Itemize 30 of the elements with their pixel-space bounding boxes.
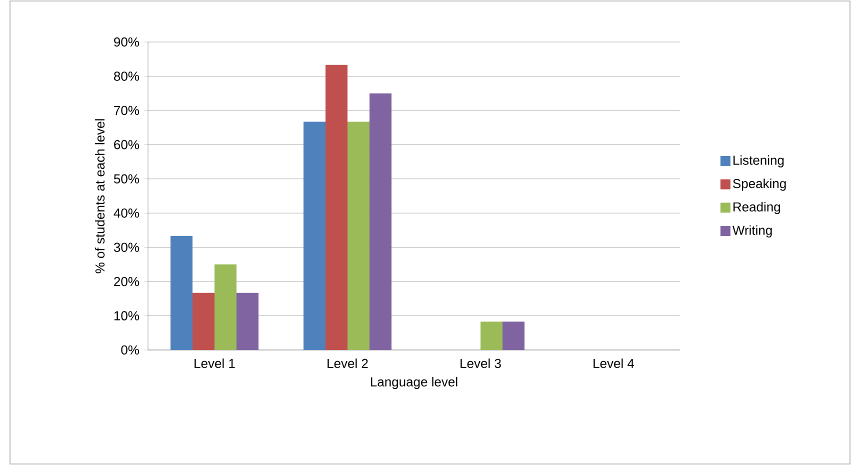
x-tick-label: Level 2 <box>328 358 368 368</box>
y-tick-label: 10% <box>114 311 140 320</box>
bar <box>192 292 215 350</box>
x-tick-label: Level 4 <box>594 358 634 368</box>
legend-label: Listening <box>733 155 784 168</box>
y-tick-label: 50% <box>114 174 140 184</box>
y-tick-label: 40% <box>114 208 140 218</box>
y-tick-label: 30% <box>114 242 140 252</box>
x-tick-label: Level 1 <box>194 358 235 368</box>
bar <box>304 122 326 350</box>
x-tick-label: Level 3 <box>460 358 501 368</box>
legend-label: Speaking <box>733 178 786 191</box>
x-axis-title: Language level <box>370 376 458 390</box>
legend-label: Writing <box>732 225 772 238</box>
bar <box>236 292 259 350</box>
y-tick-label: 20% <box>114 276 140 286</box>
bar <box>214 264 237 350</box>
legend-label: Reading <box>733 202 780 214</box>
y-tick-label: 0% <box>121 345 140 355</box>
bar <box>170 236 193 350</box>
bar <box>348 122 370 350</box>
y-tick-label: 70% <box>114 106 140 116</box>
bar <box>502 322 525 350</box>
y-axis-title: % of students at each level <box>95 119 105 274</box>
y-tick-label: 60% <box>114 140 140 150</box>
y-tick-label: 80% <box>114 72 140 81</box>
y-tick-label: 90% <box>114 37 140 47</box>
bar <box>370 93 392 350</box>
bar <box>480 322 503 350</box>
bar <box>326 64 348 350</box>
